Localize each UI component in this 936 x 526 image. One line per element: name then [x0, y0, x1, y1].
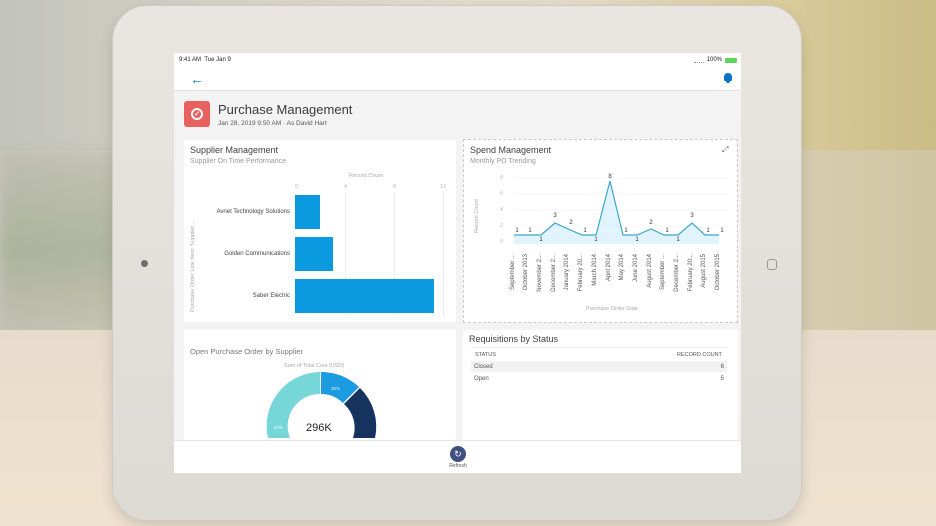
count-cell: 5 — [720, 375, 724, 382]
y-tick: 0 — [500, 239, 504, 245]
point-label: 1 — [720, 228, 724, 234]
gridline — [443, 192, 444, 316]
card-title: Spend Management — [470, 145, 552, 155]
bar-avnet[interactable] — [295, 195, 320, 229]
column-header-record-count[interactable]: RECORD COUNT — [677, 352, 722, 358]
x-tick: 8 — [393, 184, 397, 190]
card-subtitle: Supplier On Time Performance — [190, 158, 287, 165]
x-tick-label: February 20... — [688, 254, 694, 292]
background-plant — [0, 150, 120, 350]
home-button[interactable] — [767, 259, 777, 270]
bar-label: Saber Electric — [252, 293, 290, 299]
open-po-by-supplier-card[interactable]: Open Purchase Order by Supplier Sum of T… — [184, 330, 456, 440]
table-row[interactable]: Open 5 — [471, 373, 727, 384]
x-tick-label: April 2014 — [606, 254, 612, 282]
x-tick: 4 — [344, 184, 348, 190]
slice-label: 35% — [331, 386, 341, 391]
bar-label: Golden Communications — [224, 251, 290, 257]
point-label: 3 — [553, 213, 557, 219]
point-label: 1 — [594, 237, 598, 243]
gridline — [394, 192, 395, 316]
count-cell: 6 — [720, 363, 724, 370]
y-tick: 4 — [500, 207, 504, 213]
point-label: 2 — [569, 220, 573, 226]
donut-chart[interactable] — [184, 330, 456, 440]
gridline — [345, 192, 346, 316]
x-tick-label: January 2014 — [564, 254, 570, 291]
requisitions-by-status-card[interactable]: Requisitions by Status STATUS RECORD COU… — [463, 330, 738, 440]
x-tick-label: June 2014 — [633, 254, 639, 283]
point-label: 1 — [706, 228, 710, 234]
status-time: 9:41 AM Tue Jan 9 — [179, 57, 231, 63]
y-tick: 6 — [500, 191, 504, 197]
page-title: Purchase Management — [218, 101, 353, 117]
refresh-icon[interactable]: ↻ — [450, 446, 466, 462]
y-tick: 8 — [500, 175, 504, 181]
x-tick-label: October 2015 — [715, 254, 721, 291]
measure-label: Sum of Total Cost (USD) — [284, 363, 345, 369]
x-tick: 0 — [295, 184, 299, 190]
x-axis-title: Purchase Order Date — [586, 306, 638, 312]
x-tick-label: August 2014 — [647, 254, 653, 288]
x-axis-title: Record Count — [349, 173, 383, 179]
arrow-left-icon[interactable]: ← — [190, 70, 204, 87]
divider — [471, 347, 727, 348]
point-label: 1 — [583, 228, 587, 234]
app-screen: 9:41 AM Tue Jan 9 100% ← ✓ Purchase Mana… — [174, 53, 741, 473]
card-title: Supplier Management — [190, 145, 279, 155]
point-label: 1 — [676, 237, 680, 243]
nav-bar: ← — [174, 67, 741, 91]
card-title: Requisitions by Status — [469, 334, 559, 344]
slice-label: 53% — [274, 425, 284, 430]
status-cell: Closed — [474, 363, 493, 370]
column-header-status[interactable]: STATUS — [475, 352, 496, 358]
point-label: 1 — [635, 237, 639, 243]
y-tick: 2 — [500, 223, 504, 229]
x-tick-label: March 2014 — [592, 254, 598, 286]
refresh-button-label[interactable]: Refresh — [449, 463, 467, 469]
card-subtitle: Monthly PO Trending — [470, 158, 536, 165]
bar-saber[interactable] — [295, 279, 434, 313]
status-right: 100% — [693, 57, 737, 63]
x-tick-label: August 2015 — [701, 254, 707, 288]
point-label: 1 — [665, 228, 669, 234]
dashboard-gauge-icon: ✓ — [184, 101, 210, 127]
page-subtitle: Jan 28, 2019 9:50 AM · As David Hart — [218, 119, 327, 127]
signal-icon — [693, 58, 704, 63]
point-label: 8 — [608, 174, 612, 180]
bell-icon[interactable] — [723, 73, 733, 84]
bar-label: Avnet Technology Solutions — [216, 209, 291, 215]
x-tick-label: December 2... — [551, 254, 557, 292]
footer-bar: ↻ Refresh — [174, 440, 741, 473]
point-label: 1 — [515, 228, 519, 234]
x-tick-label: December 2... — [674, 254, 680, 292]
card-title: Open Purchase Order by Supplier — [190, 347, 303, 356]
spend-management-card[interactable]: Spend Management Monthly PO Trending ⤢ R… — [463, 139, 738, 323]
table-row[interactable]: Closed 6 — [471, 361, 727, 372]
battery-percent: 100% — [706, 57, 722, 63]
x-tick-label: May 2014 — [619, 254, 625, 281]
x-tick: 12 — [440, 184, 447, 190]
point-label: 1 — [624, 228, 628, 234]
expand-icon[interactable]: ⤢ — [722, 145, 729, 154]
dashboard-header: ✓ Purchase Management Jan 28, 2019 9:50 … — [174, 91, 741, 137]
x-tick-label: November 2... — [537, 254, 543, 292]
supplier-management-card[interactable]: Supplier Management Supplier On Time Per… — [184, 140, 456, 322]
status-bar: 9:41 AM Tue Jan 9 100% — [174, 53, 741, 67]
x-tick-label: October 2013 — [523, 254, 529, 291]
battery-icon — [725, 57, 737, 63]
bar-golden[interactable] — [295, 237, 333, 271]
line-chart[interactable] — [464, 140, 739, 324]
status-cell: Open — [474, 375, 489, 382]
point-label: 1 — [528, 228, 532, 234]
x-tick-label: September ... — [660, 254, 666, 291]
x-tick-label: February 20... — [578, 254, 584, 292]
point-label: 1 — [539, 237, 543, 243]
camera-dot — [141, 260, 148, 267]
x-tick-label: September ... — [510, 254, 516, 291]
point-label: 2 — [649, 220, 653, 226]
donut-total: 296K — [306, 422, 332, 434]
point-label: 3 — [690, 213, 694, 219]
